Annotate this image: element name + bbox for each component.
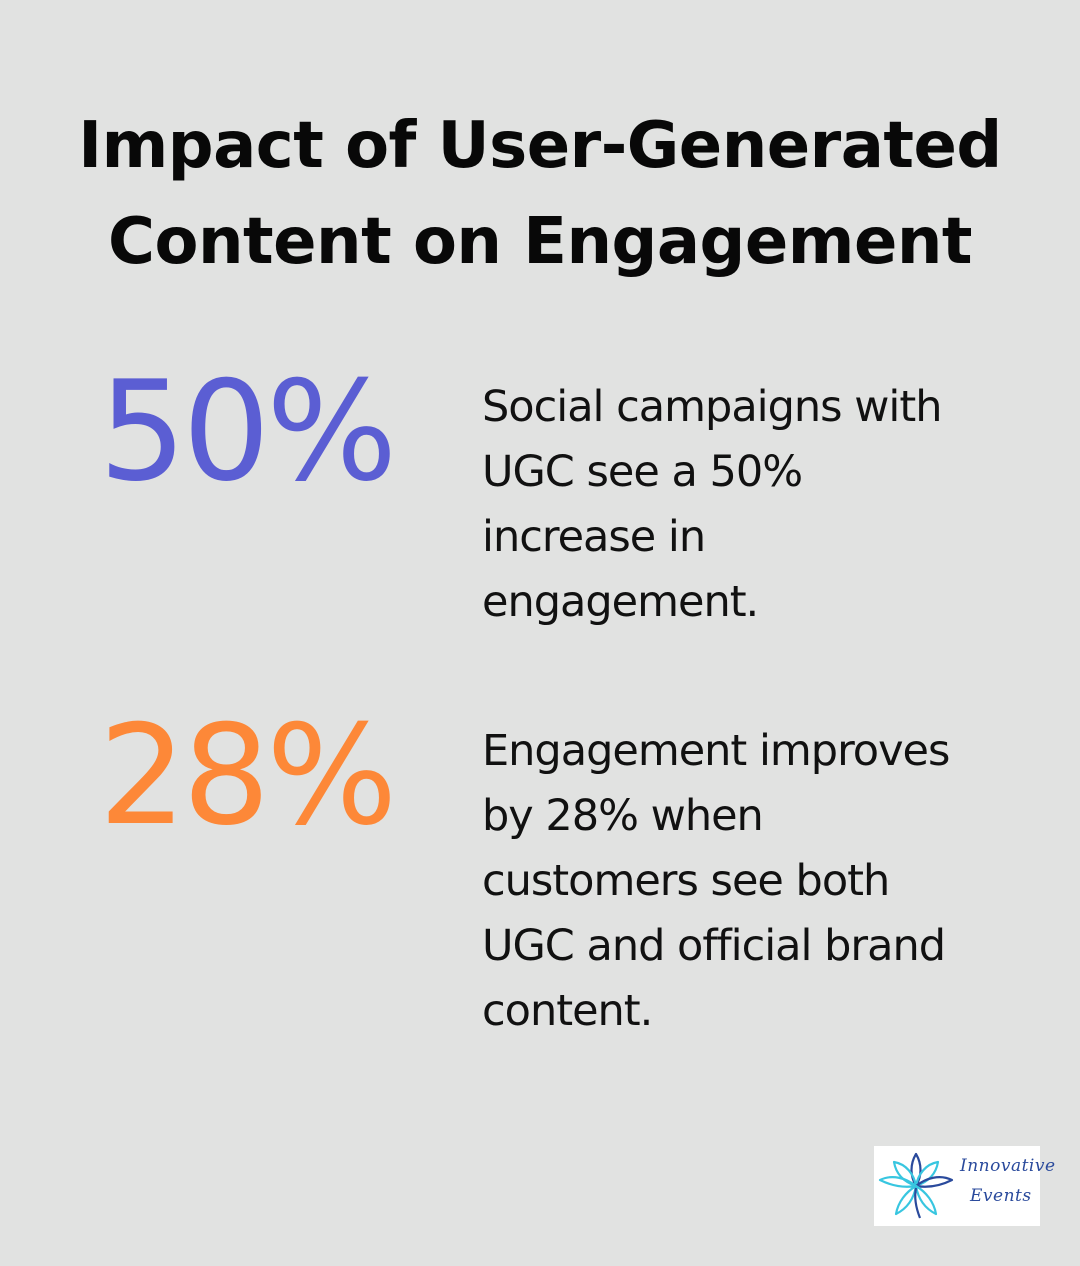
stat-1-line-3: increase in bbox=[482, 512, 706, 562]
stat-1-line-1: Social campaigns with bbox=[482, 382, 942, 432]
logo-text-line-1: Innovative bbox=[960, 1156, 1056, 1176]
stat-2-line-4: UGC and official brand bbox=[482, 921, 946, 971]
stat-description-2: Engagement improves by 28% when customer… bbox=[482, 719, 1002, 1044]
logo-text-line-2: Events bbox=[970, 1186, 1032, 1206]
stat-2-line-2: by 28% when bbox=[482, 791, 764, 841]
stat-1-line-4: engagement. bbox=[482, 577, 759, 627]
brand-logo: Innovative Events bbox=[874, 1146, 1055, 1226]
stat-1-line-2: UGC see a 50% bbox=[482, 447, 803, 497]
stat-2-line-5: content. bbox=[482, 986, 653, 1036]
stat-description-1: Social campaigns with UGC see a 50% incr… bbox=[482, 375, 1002, 635]
stat-2-line-3: customers see both bbox=[482, 856, 890, 906]
title-line-1: Impact of User-Generated bbox=[78, 109, 1002, 183]
lotus-flower-icon bbox=[878, 1152, 954, 1219]
stat-2-line-1: Engagement improves bbox=[482, 726, 950, 776]
title-line-2: Content on Engagement bbox=[108, 205, 973, 279]
stat-value-2: 28% bbox=[98, 695, 398, 856]
page-title: Impact of User-Generated Content on Enga… bbox=[0, 98, 1080, 290]
stat-value-1: 50% bbox=[98, 351, 398, 512]
